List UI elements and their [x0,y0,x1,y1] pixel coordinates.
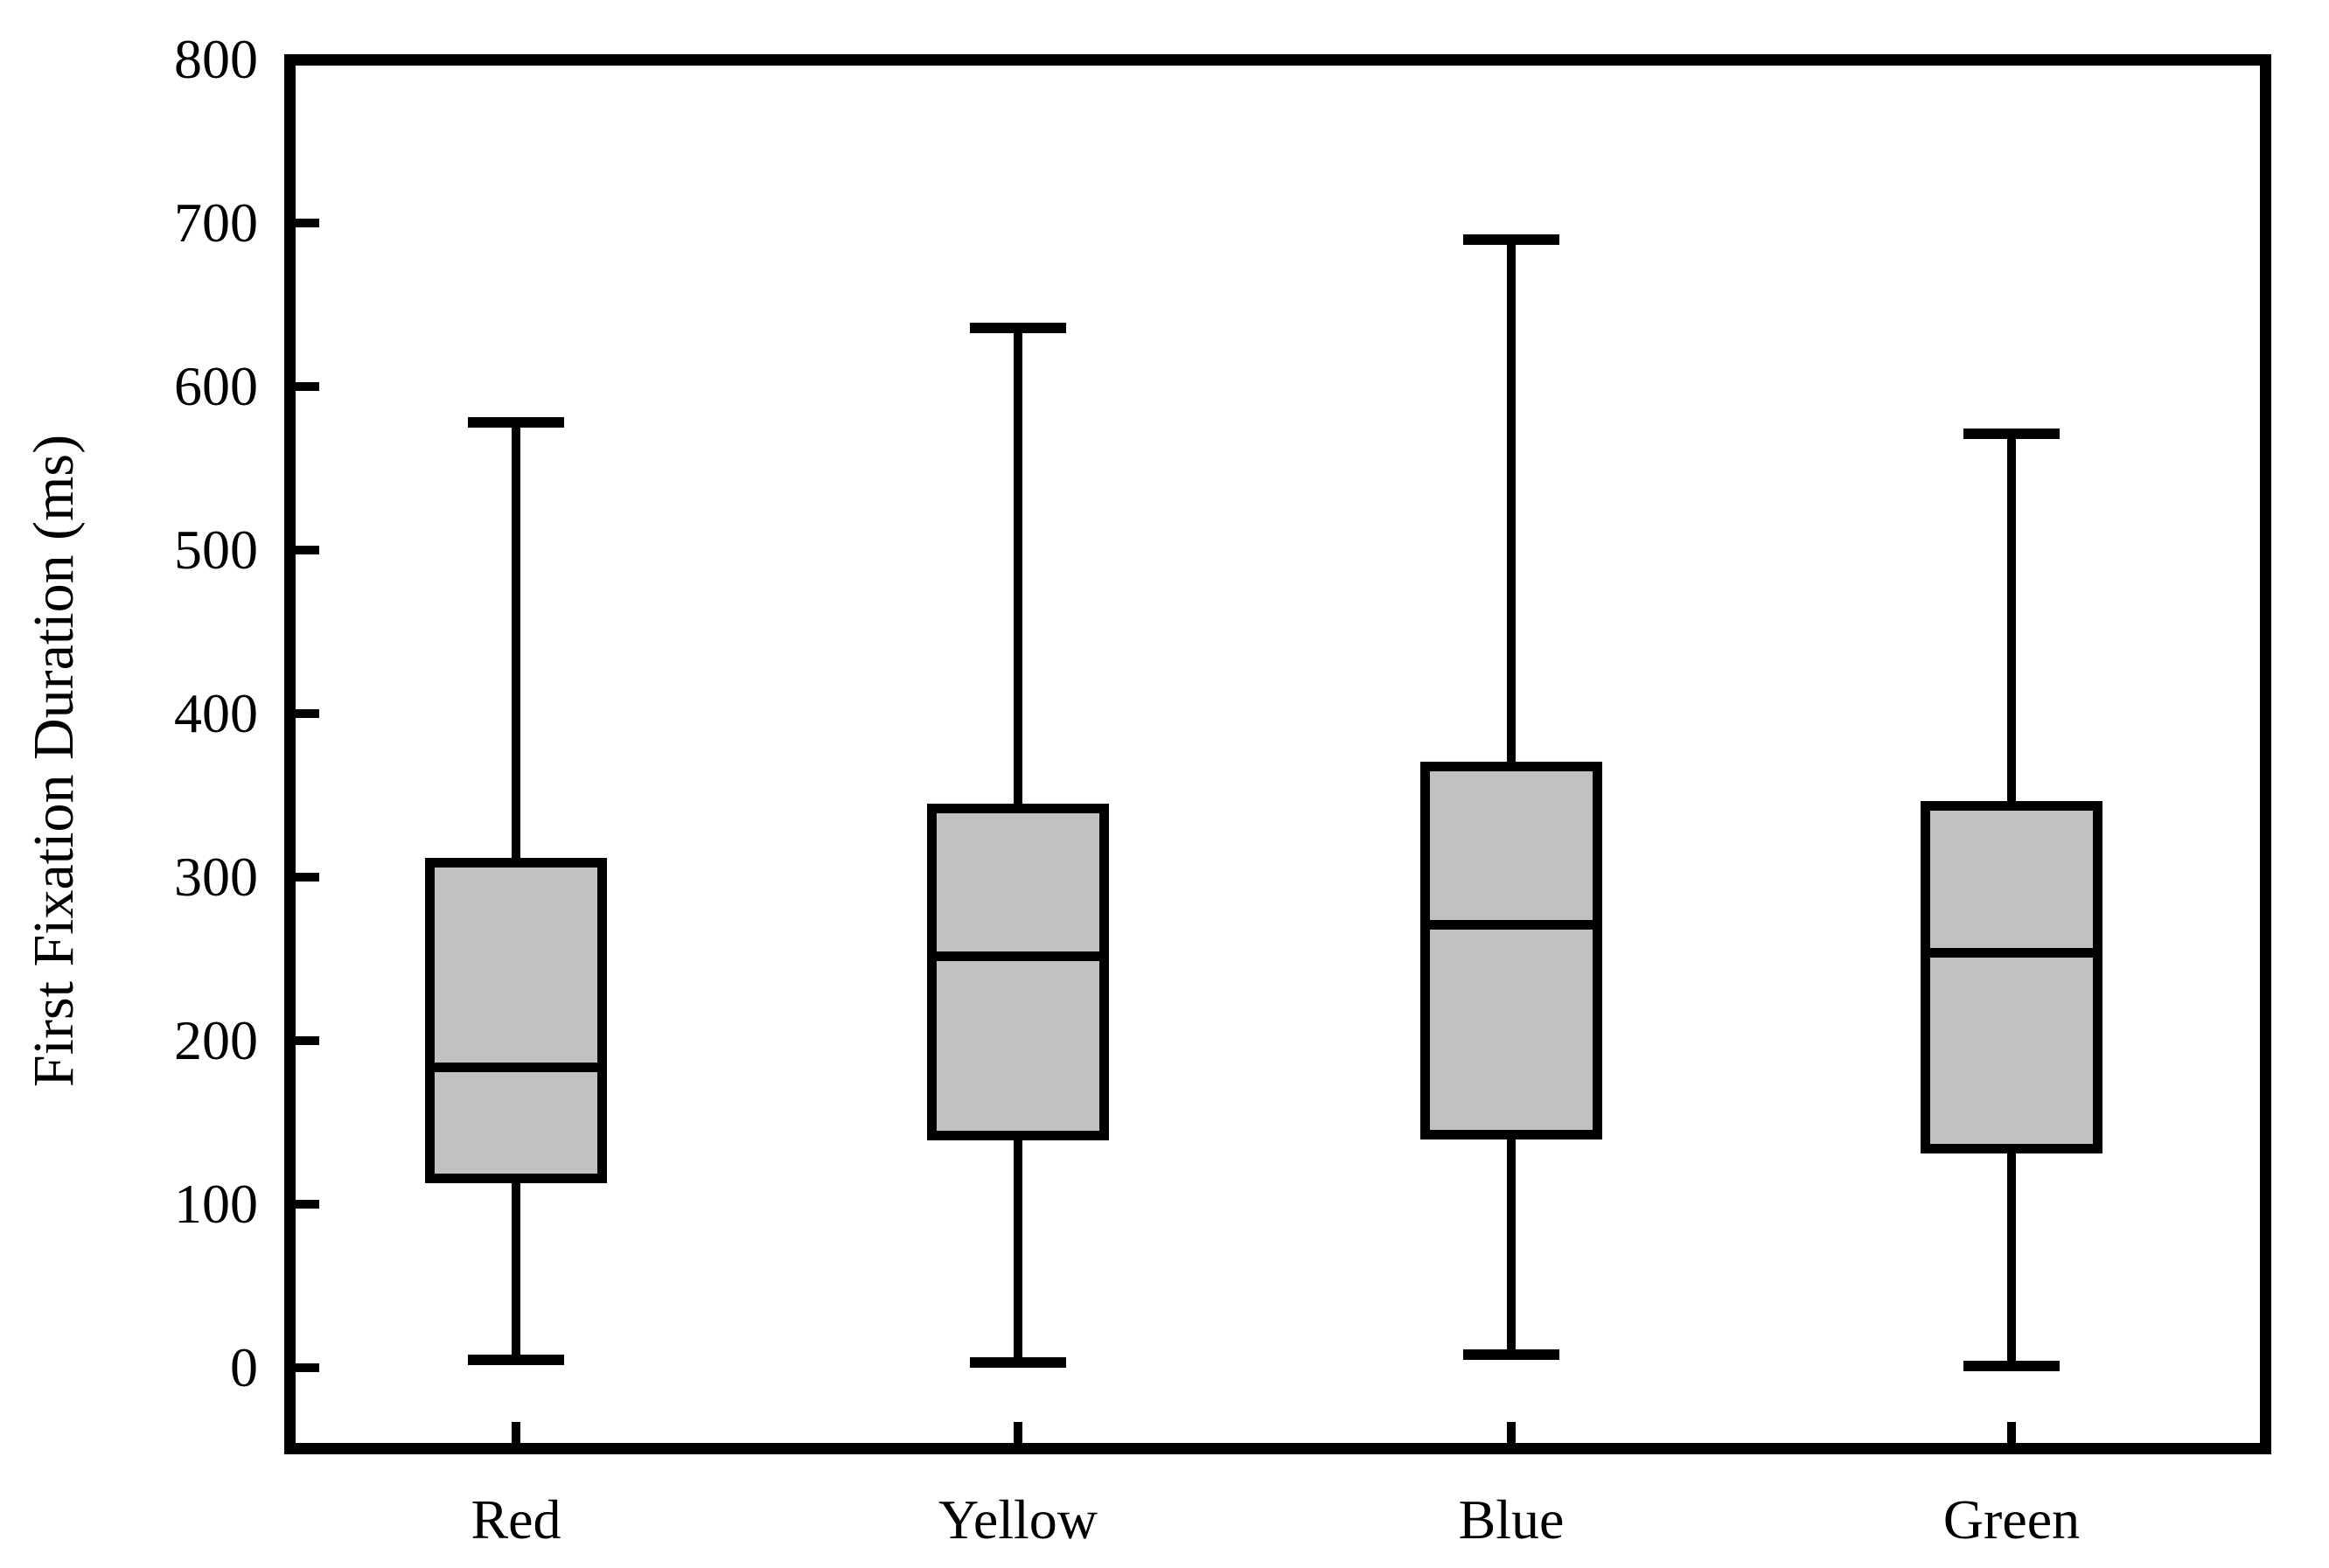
x-category-label-green: Green [1942,1488,2081,1551]
box-red [425,857,607,1183]
lower-cap-green [1963,1361,2060,1371]
upper-cap-red [468,417,564,428]
lower-cap-blue [1463,1349,1559,1360]
x-tick-green [2007,1422,2016,1443]
median-line-yellow [927,951,1109,961]
upper-cap-blue [1463,234,1559,245]
x-tick-yellow [1014,1422,1022,1443]
upper-whisker-green [2007,434,2016,805]
y-tick-label-400: 400 [174,682,258,744]
y-tick-label-100: 100 [174,1173,258,1235]
lower-whisker-yellow [1014,1135,1022,1362]
lower-cap-red [468,1355,564,1365]
y-axis-title: First Fixation Duration (ms) [22,434,86,1088]
y-tick-0 [296,1363,319,1372]
y-tick-label-300: 300 [174,846,258,908]
upper-whisker-yellow [1014,328,1022,808]
lower-whisker-red [512,1178,520,1360]
y-tick-300 [296,873,319,882]
y-tick-400 [296,709,319,718]
y-tick-label-600: 600 [174,355,258,417]
y-tick-700 [296,219,319,227]
upper-cap-green [1963,429,2060,439]
y-tick-500 [296,546,319,554]
plot-frame [284,54,2271,1454]
box-blue [1420,761,1602,1139]
box-green [1921,800,2102,1153]
median-line-red [425,1062,607,1072]
y-tick-label-800: 800 [174,28,258,90]
y-tick-200 [296,1036,319,1045]
median-line-green [1921,947,2102,958]
x-category-label-blue: Blue [1458,1488,1565,1551]
x-category-label-red: Red [471,1488,561,1551]
lower-whisker-green [2007,1148,2016,1366]
y-tick-label-200: 200 [174,1009,258,1071]
x-category-label-yellow: Yellow [938,1488,1098,1551]
y-tick-label-500: 500 [174,519,258,581]
lower-whisker-blue [1507,1134,1516,1355]
x-tick-red [512,1422,520,1443]
upper-whisker-red [512,422,520,862]
lower-cap-yellow [970,1357,1066,1368]
y-tick-600 [296,382,319,391]
median-line-blue [1420,919,1602,930]
x-tick-blue [1507,1422,1516,1443]
y-tick-label-700: 700 [174,192,258,254]
box-yellow [927,803,1109,1140]
upper-whisker-blue [1507,240,1516,766]
y-tick-100 [296,1200,319,1209]
y-tick-label-0: 0 [230,1336,258,1398]
upper-cap-yellow [970,323,1066,333]
